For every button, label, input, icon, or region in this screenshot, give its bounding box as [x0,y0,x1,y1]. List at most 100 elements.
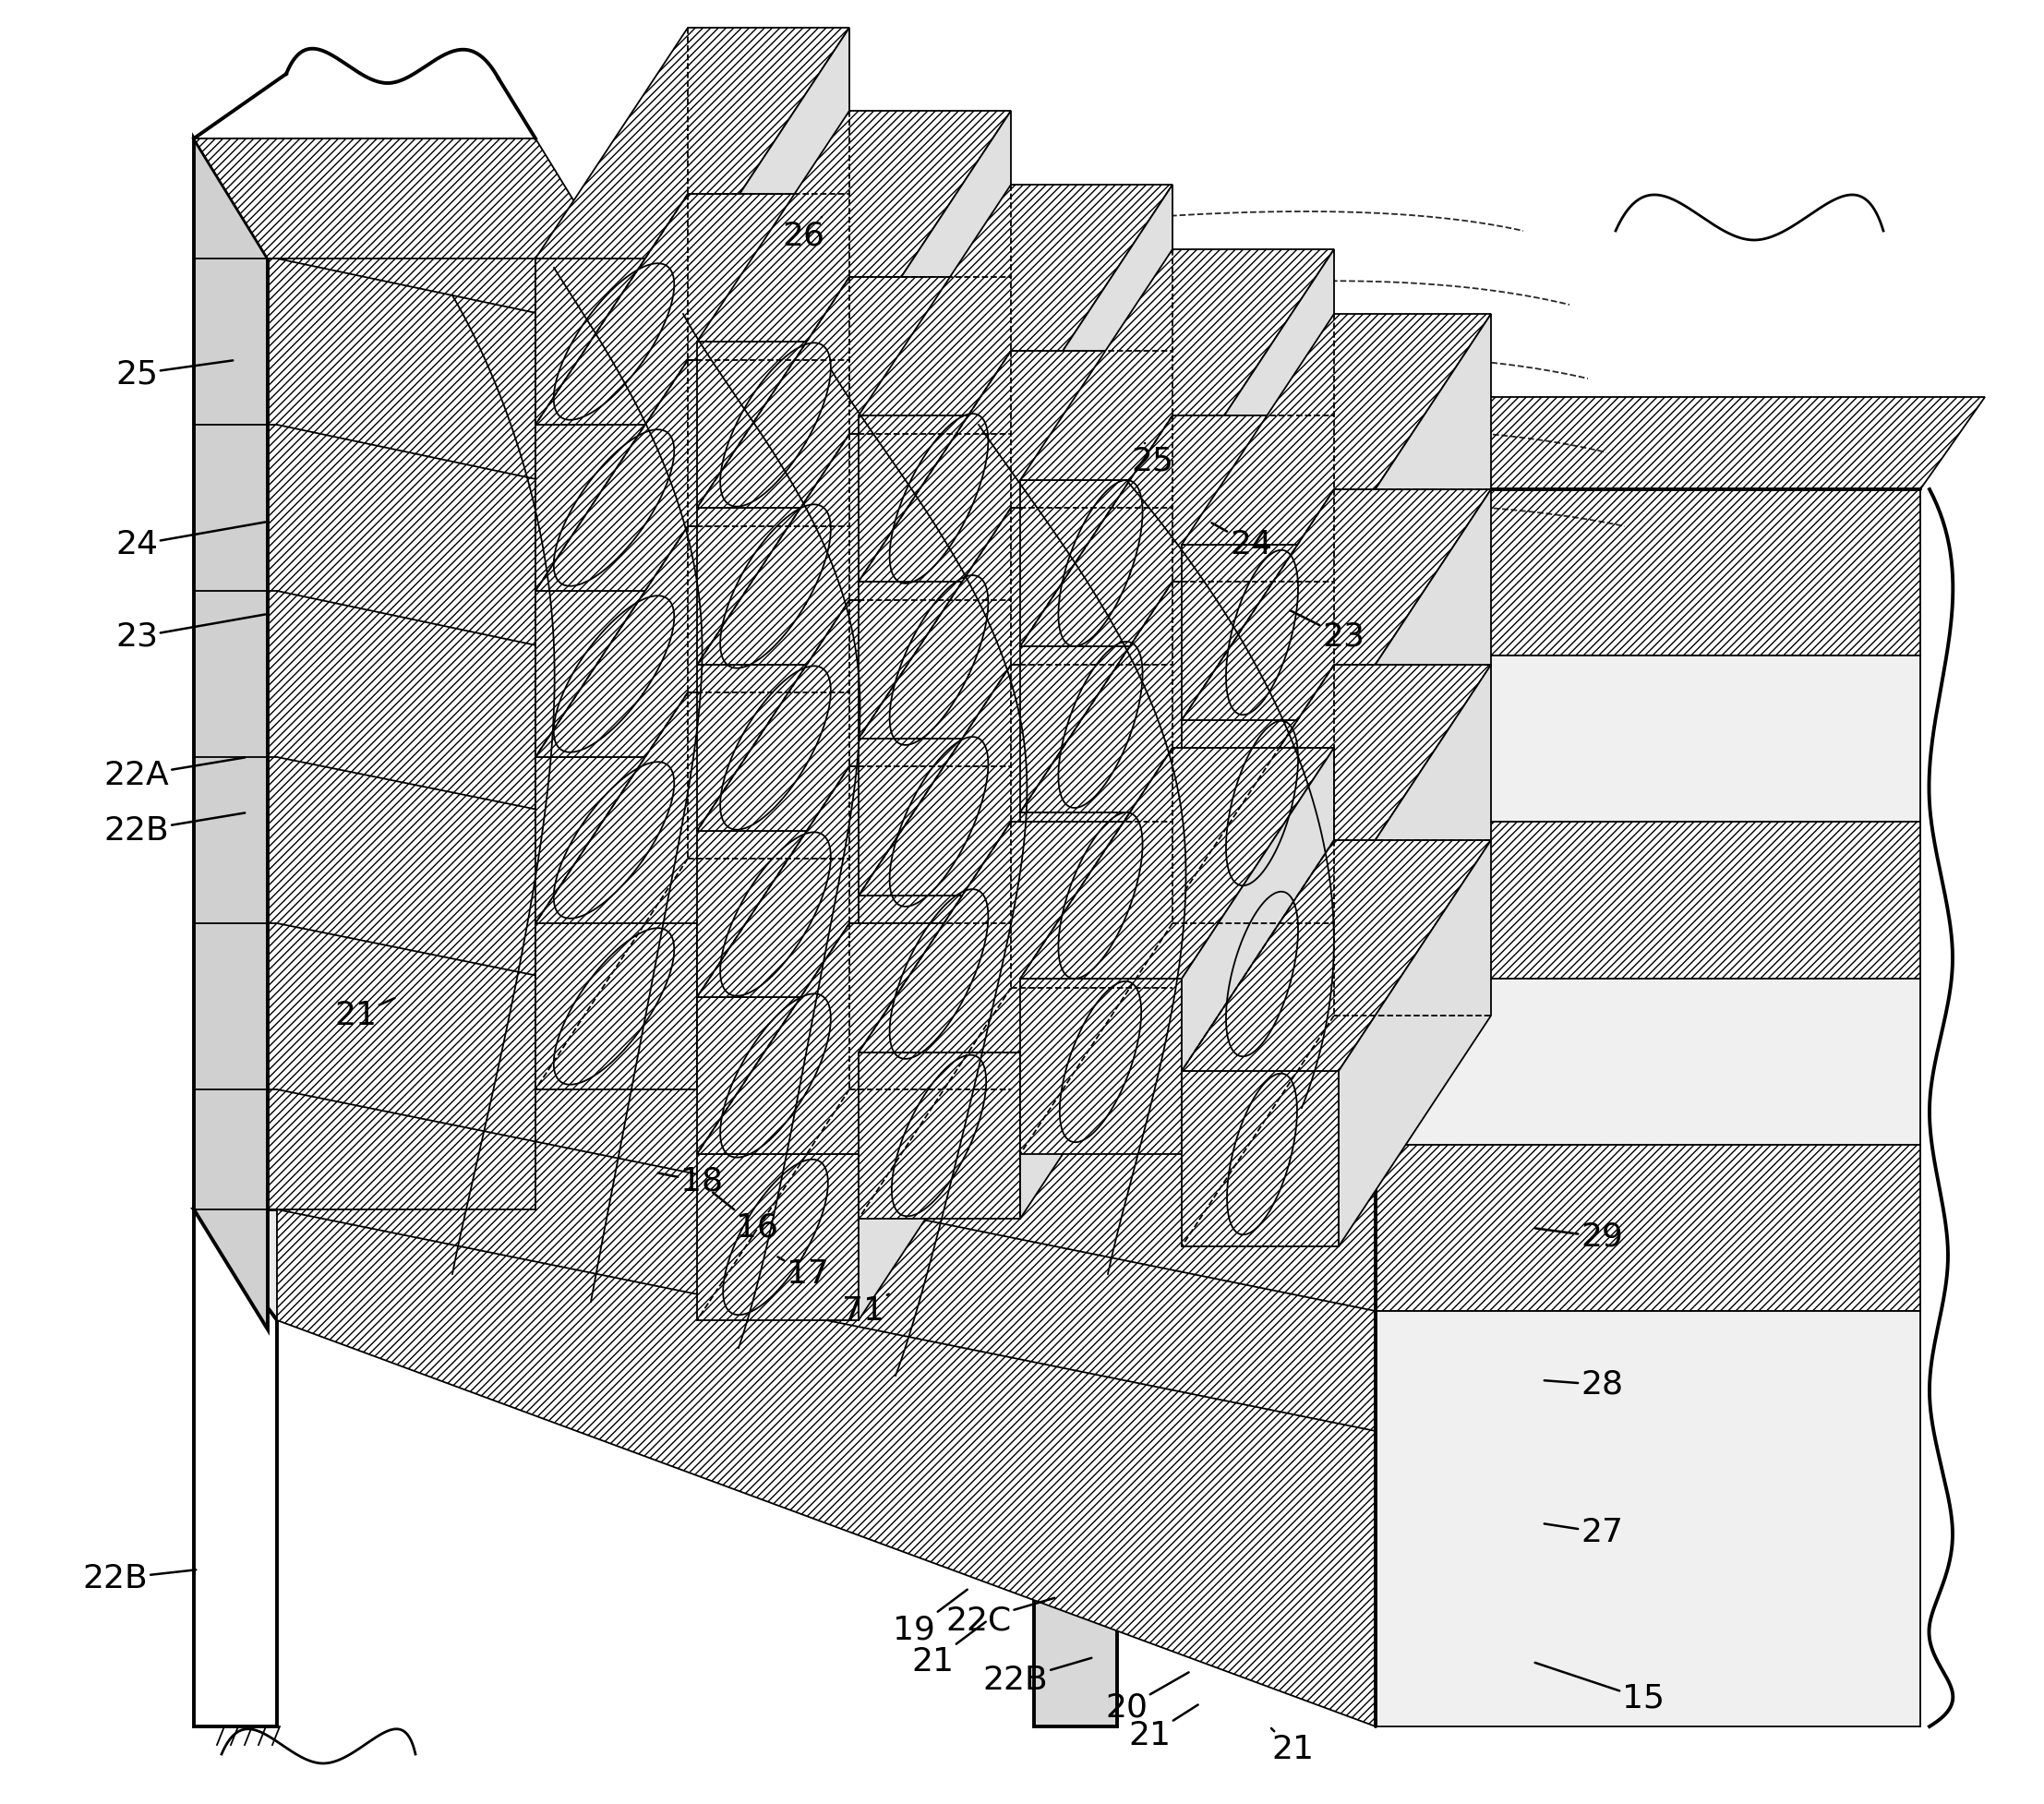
Polygon shape [858,895,1020,1052]
Polygon shape [1376,821,1919,978]
Polygon shape [858,350,1173,581]
Text: 18: 18 [658,1165,724,1198]
Polygon shape [697,693,850,1090]
Text: 21: 21 [912,1622,985,1678]
Text: 24: 24 [1212,523,1271,561]
Polygon shape [194,1209,278,1726]
Polygon shape [536,592,697,758]
Polygon shape [1181,720,1339,895]
Polygon shape [1376,397,1985,489]
Text: 26: 26 [783,216,824,251]
Polygon shape [1376,978,1919,1146]
Polygon shape [697,601,1012,832]
Polygon shape [1181,545,1339,720]
Polygon shape [536,258,697,424]
Polygon shape [1339,314,1490,720]
Polygon shape [858,664,1173,895]
Polygon shape [1020,646,1181,812]
Polygon shape [858,581,1020,738]
Polygon shape [858,601,1012,998]
Polygon shape [697,832,858,998]
Polygon shape [278,258,1376,1726]
Polygon shape [1181,841,1490,1072]
Text: 71: 71 [842,1293,889,1326]
Polygon shape [858,415,1020,581]
Text: 22C: 22C [946,1598,1055,1636]
Text: 22A: 22A [104,758,245,792]
Polygon shape [1020,415,1335,646]
Polygon shape [858,278,1012,664]
Polygon shape [1020,507,1173,895]
Text: 21: 21 [1271,1728,1314,1766]
Text: 17: 17 [777,1257,830,1290]
Polygon shape [536,924,697,1090]
Polygon shape [194,139,609,258]
Text: 29: 29 [1535,1221,1623,1252]
Polygon shape [1020,812,1181,978]
Polygon shape [194,1209,1118,1321]
Text: 22B: 22B [84,1562,196,1595]
Polygon shape [1181,581,1335,978]
Polygon shape [858,184,1173,415]
Polygon shape [697,507,858,664]
Text: 28: 28 [1545,1369,1623,1400]
Polygon shape [697,527,850,924]
Polygon shape [1034,1209,1118,1726]
Polygon shape [1020,249,1335,480]
Text: 22B: 22B [104,814,245,846]
Text: 25: 25 [114,359,233,390]
Polygon shape [536,758,697,924]
Polygon shape [1020,480,1181,646]
Polygon shape [1181,489,1490,720]
Polygon shape [1181,749,1335,1155]
Polygon shape [1020,978,1181,1155]
Text: 27: 27 [1545,1517,1623,1548]
Polygon shape [536,424,697,592]
Polygon shape [1181,415,1335,812]
Polygon shape [1181,314,1490,545]
Polygon shape [858,821,1173,1052]
Polygon shape [1020,749,1335,978]
Polygon shape [536,27,850,258]
Polygon shape [858,507,1173,738]
Polygon shape [697,193,850,592]
Polygon shape [1376,1146,1919,1312]
Polygon shape [1181,895,1339,1072]
Polygon shape [194,139,268,1330]
Text: 19: 19 [893,1589,967,1645]
Text: 20: 20 [1106,1672,1190,1723]
Polygon shape [697,341,858,507]
Polygon shape [1376,489,1919,655]
Polygon shape [697,435,1012,664]
Text: 25: 25 [1130,444,1173,478]
Text: 22B: 22B [983,1658,1091,1696]
Polygon shape [697,767,1012,998]
Polygon shape [697,924,1012,1155]
Polygon shape [1020,821,1173,1220]
Polygon shape [697,278,1012,507]
Polygon shape [858,767,1012,1155]
Polygon shape [1339,489,1490,895]
Polygon shape [1020,664,1173,1052]
Polygon shape [1181,1072,1339,1247]
Polygon shape [697,27,850,424]
Polygon shape [1339,664,1490,1072]
Text: 15: 15 [1535,1663,1664,1714]
Text: 23: 23 [114,615,266,653]
Polygon shape [536,693,850,924]
Polygon shape [858,110,1012,507]
Polygon shape [858,738,1020,895]
Text: 23: 23 [1290,610,1365,653]
Polygon shape [1376,655,1919,821]
Polygon shape [697,998,858,1155]
Polygon shape [1181,664,1490,895]
Text: 16: 16 [713,1192,779,1243]
Polygon shape [536,527,850,758]
Polygon shape [536,193,850,424]
Polygon shape [858,924,1012,1321]
Text: 24: 24 [114,521,266,561]
Polygon shape [697,664,858,832]
Polygon shape [1339,841,1490,1247]
Polygon shape [697,361,850,758]
Polygon shape [1020,184,1173,581]
